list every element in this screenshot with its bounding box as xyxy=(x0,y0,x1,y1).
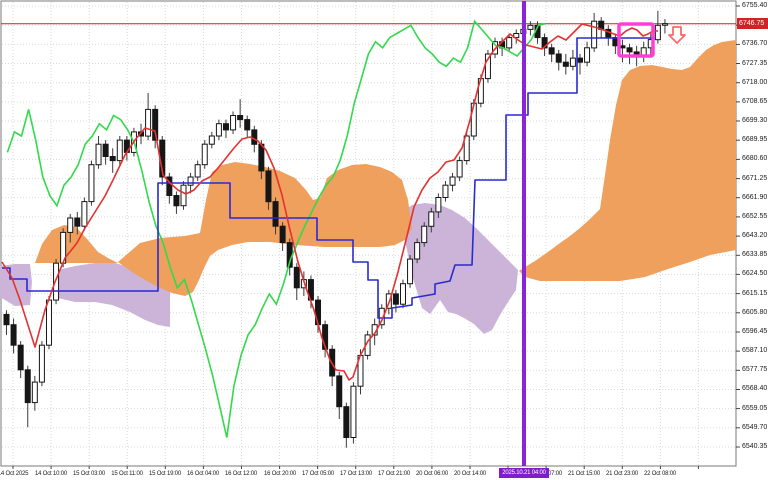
time-tick-label: 15 Oct 19:00 xyxy=(149,471,181,477)
chikou-span-line xyxy=(6,19,546,438)
time-tick-label: 14 Oct 2025 xyxy=(0,471,29,477)
price-tick-label: 6596.45 xyxy=(742,328,768,335)
axis-tick-marks xyxy=(12,5,740,469)
price-axis[interactable]: 6755.406746.056736.706727.356718.006708.… xyxy=(736,0,768,467)
time-tick-label: 16 Oct 20:00 xyxy=(264,471,296,477)
price-tick-label: 6605.80 xyxy=(742,309,768,316)
price-tick-label: 6624.50 xyxy=(742,270,768,277)
time-tick-label: 15 Oct 11:00 xyxy=(111,471,143,477)
time-cursor-label: 2025.10.21 04:00 xyxy=(499,468,549,478)
price-tick-label: 6736.70 xyxy=(742,40,768,47)
price-tick-label: 6633.85 xyxy=(742,251,768,258)
current-price-label: 6746.75 xyxy=(737,18,768,29)
price-tick-label: 6568.40 xyxy=(742,385,768,392)
price-tick-label: 6727.35 xyxy=(742,60,768,67)
sell-arrow-icon[interactable] xyxy=(668,26,686,44)
time-tick-label: 22 Oct 08:00 xyxy=(644,471,676,477)
tenkan-sen-line xyxy=(1,23,658,381)
time-tick-label: 20 Oct 14:00 xyxy=(454,471,486,477)
time-tick-label: 14 Oct 10:00 xyxy=(35,471,67,477)
time-tick-label: 16 Oct 12:00 xyxy=(225,471,257,477)
time-tick-label: 15 Oct 03:00 xyxy=(73,471,105,477)
vertical-time-cursor-line[interactable] xyxy=(522,1,526,466)
price-tick-label: 6708.65 xyxy=(742,98,768,105)
price-tick-label: 6699.30 xyxy=(742,117,768,124)
highlight-box-annotation[interactable] xyxy=(617,22,655,58)
time-tick-label: 17 Oct 21:00 xyxy=(378,471,410,477)
price-tick-label: 6661.90 xyxy=(742,194,768,201)
kumo-cloud-bearish xyxy=(0,203,518,334)
price-tick-label: 6680.60 xyxy=(742,155,768,162)
price-tick-label: 6643.20 xyxy=(742,232,768,239)
price-tick-label: 6577.75 xyxy=(742,366,768,373)
time-tick-label: 21 Oct 23:00 xyxy=(606,471,638,477)
price-tick-label: 6671.25 xyxy=(742,175,768,182)
price-tick-label: 6615.15 xyxy=(742,290,768,297)
price-tick-label: 6652.55 xyxy=(742,213,768,220)
time-axis[interactable]: 14 Oct 2025 14 Oct 10:00 15 Oct 03:00 15 Oc… xyxy=(0,466,768,480)
time-tick-label: 20 Oct 06:00 xyxy=(416,471,448,477)
price-tick-label: 6755.40 xyxy=(742,2,768,9)
price-tick-label: 6718.00 xyxy=(742,79,768,86)
time-tick-label: 17 Oct 13:00 xyxy=(340,471,372,477)
price-tick-label: 6549.70 xyxy=(742,424,768,431)
kijun-sen-line xyxy=(2,37,656,319)
time-tick-label: 16 Oct 04:00 xyxy=(187,471,219,477)
time-tick-label: 17 Oct 05:00 xyxy=(302,471,334,477)
price-tick-label: 6587.10 xyxy=(742,347,768,354)
price-tick-label: 6559.05 xyxy=(742,405,768,412)
price-tick-label: 6689.95 xyxy=(742,136,768,143)
candles-series xyxy=(3,10,668,448)
time-tick-label: 21 Oct 15:00 xyxy=(568,471,600,477)
price-tick-label: 6540.35 xyxy=(742,443,768,450)
